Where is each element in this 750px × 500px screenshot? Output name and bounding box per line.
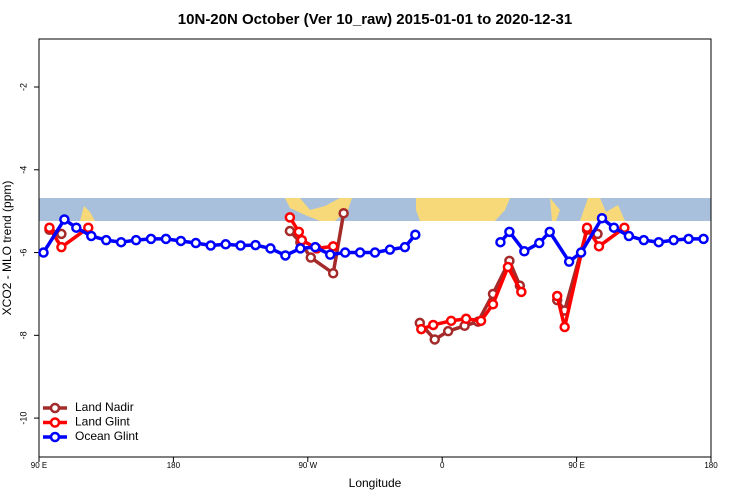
data-point [339,247,351,258]
data-point [623,230,635,242]
data-point [265,243,276,254]
data-point [410,229,421,241]
data-point [487,299,499,310]
data-point [638,234,650,246]
data-point [460,313,472,325]
data-point [220,239,231,250]
data-point [416,323,427,335]
data-point [86,230,97,242]
data-point [327,241,339,252]
plot-frame [38,38,712,458]
legend-marker [49,417,61,428]
data-point [83,222,94,233]
data-point [280,250,291,261]
x-tick-label: 90 E [31,461,47,470]
x-tick-label: 180 [704,461,718,470]
y-tick-label: -10 [18,412,28,425]
series-line [48,212,599,342]
x-tick-label: 90 E [568,461,584,470]
data-point [384,244,396,255]
data-point [399,241,411,253]
data-point [581,222,593,233]
data-point [71,222,82,233]
data-point [593,241,605,252]
map-strip [39,198,711,221]
data-point [369,247,381,258]
data-point [519,246,530,257]
data-point [44,222,55,233]
data-point [305,252,317,263]
y-tick-label: -8 [18,331,28,339]
y-axis-label: XCO2 - MLO trend (ppm) [0,181,14,316]
data-point [38,247,49,258]
legend-label: Ocean Glint [75,429,139,443]
data-point [653,236,664,248]
data-point [56,228,67,240]
data-point [698,233,709,245]
data-point [338,207,349,219]
data-point [354,247,366,258]
x-tick-label: 90 W [298,461,317,470]
data-point [495,236,506,248]
data-point [310,241,321,253]
data-point [516,286,527,298]
y-tick-label: -4 [18,166,28,174]
data-point [296,234,308,246]
data-point [544,226,555,238]
legend-marker [49,402,61,414]
data-point [551,290,563,302]
data-point [608,222,620,233]
data-point [442,325,454,337]
data-point [668,234,679,246]
chart-title: 10N-20N October (Ver 10_raw) 2015-01-01 … [178,11,572,28]
legend-marker [49,431,61,443]
legend-label: Land Glint [75,415,130,429]
x-axis-label: Longitude [349,476,402,490]
data-point [534,237,545,249]
data-point [59,214,70,225]
data-point [115,236,127,248]
y-tick-label: -6 [18,249,28,257]
data-point [475,315,487,327]
data-point [427,319,439,331]
data-point [327,267,339,279]
data-point [429,334,440,345]
data-point [284,225,296,237]
data-point [205,240,216,251]
data-point [175,235,187,247]
data-point [284,212,296,223]
data-point [504,226,515,238]
data-point [683,233,694,245]
x-tick-label: 180 [167,461,181,470]
data-point [160,233,172,245]
data-point [293,226,305,238]
data-point [295,243,306,254]
data-point [100,234,112,246]
data-point [250,239,261,251]
data-point [502,261,514,273]
x-tick-label: 0 [440,461,445,470]
data-point [235,240,246,251]
legend-label: Land Nadir [75,400,134,414]
data-point [56,241,67,253]
data-point [324,249,336,260]
data-point [145,233,157,245]
data-point [559,321,570,333]
y-tick-label: -2 [18,83,28,91]
data-point [575,247,587,258]
data-point [596,212,608,224]
data-point [130,234,142,246]
data-point [563,256,575,267]
data-point [445,315,457,327]
data-point [190,237,202,249]
